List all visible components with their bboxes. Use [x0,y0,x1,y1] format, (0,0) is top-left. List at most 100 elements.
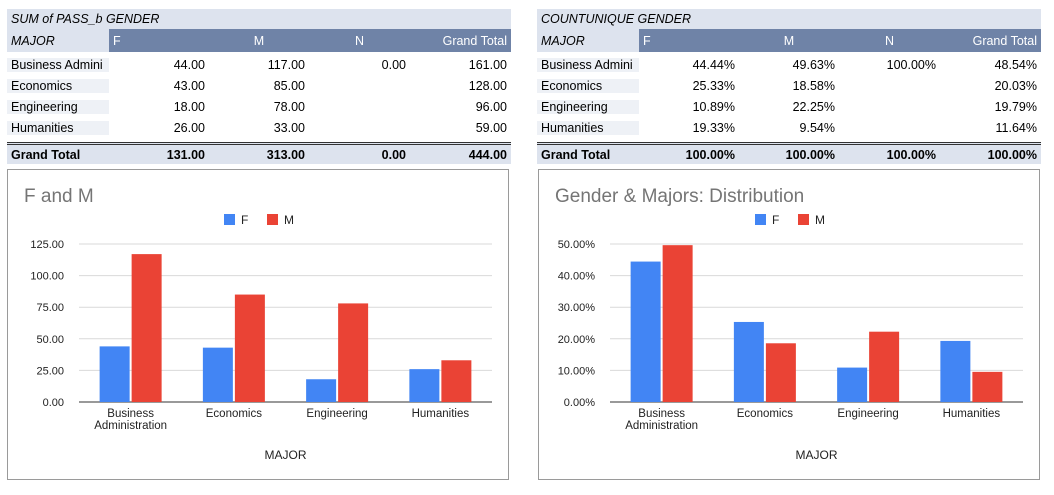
bar-f[interactable] [99,346,130,402]
cell-f[interactable]: 43.00 [173,78,205,93]
row-label[interactable]: Business Admini [7,57,109,72]
chart-svg: Gender & Majors: Distribution F M 0.00% 10.0… [555,186,1023,462]
y-tick-label: 50.00% [558,239,596,251]
cell-f[interactable]: 44.44% [692,57,735,72]
y-tick-label: 30.00% [558,302,596,314]
x-tick-label: Economics [206,408,262,420]
cell-m[interactable]: 33.00 [273,120,305,135]
bar-m[interactable] [972,371,1003,402]
table-row: Business Admini 44.44% 49.63% 100.00% 48… [537,54,1041,75]
x-tick-label: Humanities [412,408,470,420]
legend-label-f: F [772,213,779,227]
row-label[interactable]: Humanities [537,120,639,135]
y-tick-label: 100.00 [30,271,64,283]
cell-f[interactable]: 44.00 [173,57,205,72]
cell-grand-total[interactable]: 161.00 [468,57,507,72]
bar-m[interactable] [765,343,796,402]
x-tick-label: Business Administration [94,408,167,432]
col-header-m[interactable]: M [783,33,795,48]
cell-m[interactable]: 78.00 [273,99,305,114]
bar-m[interactable] [234,294,265,402]
legend-swatch-f [224,214,235,225]
bar-f[interactable] [940,340,971,402]
col-header-grand-total[interactable]: Grand Total [972,33,1037,48]
bar-m[interactable] [131,254,162,402]
bar-f[interactable] [733,321,764,402]
total-grand-total[interactable]: 444.00 [468,147,507,162]
bar-f[interactable] [409,369,440,402]
bar-m[interactable] [441,360,472,402]
bar-m[interactable] [662,245,693,402]
row-label[interactable]: Engineering [537,99,639,114]
cell-grand-total[interactable]: 48.54% [994,57,1037,72]
bar-f[interactable] [630,261,661,402]
y-tick-label: 25.00 [36,365,64,377]
bar-f[interactable] [837,367,868,402]
col-header-f[interactable]: F [643,33,651,48]
row-label[interactable]: Economics [537,78,639,93]
cell-m[interactable]: 9.54% [799,120,835,135]
cell-n[interactable]: 0.00 [381,57,406,72]
pivot-title[interactable]: COUNTUNIQUE GENDER [541,12,692,26]
grand-total-row: Grand Total 100.00% 100.00% 100.00% 100.… [537,142,1041,164]
row-label[interactable]: Business Admini [537,57,639,72]
y-tick-label: 50.00 [36,334,64,346]
bar-f[interactable] [306,379,337,402]
col-header-n[interactable]: N [354,33,365,48]
grand-total-label[interactable]: Grand Total [11,147,81,162]
row-label[interactable]: Engineering [7,99,109,114]
cell-grand-total[interactable]: 20.03% [994,78,1037,93]
col-header-n[interactable]: N [884,33,895,48]
y-tick-label: 40.00% [558,271,596,283]
total-f[interactable]: 131.00 [166,147,205,162]
cell-f[interactable]: 19.33% [692,120,735,135]
pivot-title[interactable]: SUM of PASS_b GENDER [11,12,160,26]
y-tick-label: 125.00 [30,239,64,251]
cell-grand-total[interactable]: 11.64% [995,120,1037,135]
cell-m[interactable]: 22.25% [792,99,835,114]
x-tick-label: Business Administration [625,408,698,432]
cell-m[interactable]: 85.00 [273,78,305,93]
x-tick-label: Engineering [306,408,367,420]
chart-gender-majors-distribution[interactable]: Gender & Majors: Distribution F M 0.00% 10.0… [538,169,1040,480]
row-label-header[interactable]: MAJOR [7,29,109,52]
x-tick-label: Humanities [943,408,1001,420]
cell-grand-total[interactable]: 96.00 [475,99,507,114]
chart-f-and-m[interactable]: F and M F M 0.00 25.00 50.00 75.00 100.00 125.00… [7,169,509,480]
pivot-title-row: SUM of PASS_b GENDER [7,9,511,29]
col-header-f[interactable]: F [113,33,121,48]
col-header-m[interactable]: M [253,33,265,48]
bar-m[interactable] [869,331,900,402]
table-row: Engineering 18.00 78.00 96.00 [7,96,511,117]
cell-f[interactable]: 25.33% [692,78,735,93]
total-grand-total[interactable]: 100.00% [987,147,1037,162]
table-row: Humanities 19.33% 9.54% 11.64% [537,117,1041,138]
x-tick-label: Economics [737,408,793,420]
cell-m[interactable]: 18.58% [792,78,835,93]
cell-m[interactable]: 117.00 [267,57,305,72]
total-n[interactable]: 0.00 [381,147,406,162]
total-m[interactable]: 100.00% [785,147,835,162]
col-header-grand-total[interactable]: Grand Total [442,33,507,48]
total-m[interactable]: 313.00 [266,147,305,162]
grand-total-label[interactable]: Grand Total [541,147,611,162]
row-label[interactable]: Humanities [7,120,109,135]
cell-grand-total[interactable]: 59.00 [475,120,507,135]
legend-label-m: M [284,213,294,227]
cell-f[interactable]: 10.89% [692,99,735,114]
cell-grand-total[interactable]: 19.79% [994,99,1037,114]
total-n[interactable]: 100.00% [886,147,936,162]
legend-swatch-m [798,214,809,225]
cell-f[interactable]: 18.00 [173,99,205,114]
row-label[interactable]: Economics [7,78,109,93]
cell-m[interactable]: 49.63% [792,57,835,72]
x-axis-title: MAJOR [265,448,307,462]
bar-f[interactable] [202,347,233,402]
cell-f[interactable]: 26.00 [173,120,205,135]
bar-m[interactable] [338,303,369,402]
total-f[interactable]: 100.00% [685,147,735,162]
cell-grand-total[interactable]: 128.00 [468,78,507,93]
row-label-header[interactable]: MAJOR [537,29,639,52]
table-row: Engineering 10.89% 22.25% 19.79% [537,96,1041,117]
cell-n[interactable]: 100.00% [886,57,936,72]
